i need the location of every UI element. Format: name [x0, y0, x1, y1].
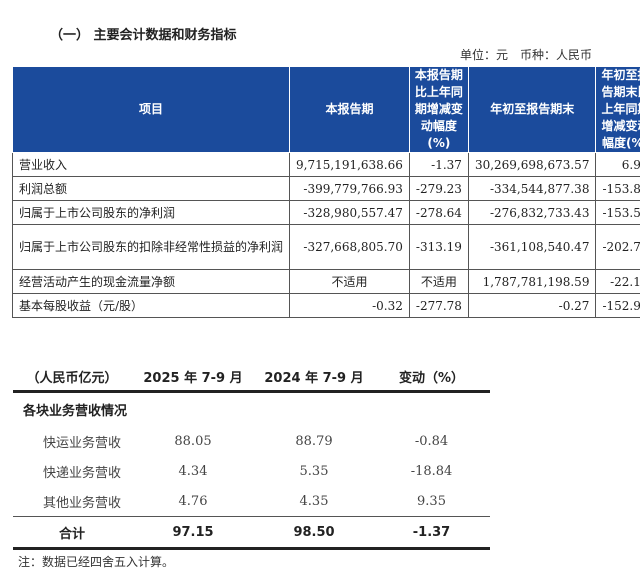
segment-revenue-table: （人民币亿元） 2025 年 7-9 月 2024 年 7-9 月 变动（%） …	[13, 362, 490, 550]
cell-change: -278.64	[408, 200, 469, 225]
cell-label: 快递业务营收	[43, 465, 122, 481]
cell-2024: 88.79	[295, 433, 333, 449]
cell-change: 不适用	[408, 269, 469, 294]
cell-current: 不适用	[289, 269, 410, 294]
cell-ytd: -361,108,540.47	[467, 224, 597, 270]
table-row: 其他业务营收 4.76 4.35 9.35	[13, 486, 490, 516]
cell-ytd: 1,787,781,198.59	[467, 269, 597, 294]
table-row: 快运业务营收 88.05 88.79 -0.84	[13, 426, 490, 456]
cell-ytd-change: -202.79	[595, 224, 640, 270]
header-2025: 2025 年 7-9 月	[143, 370, 243, 386]
table-row: 营业收入 9,715,191,638.66 -1.37 30,269,698,673.…	[11, 152, 640, 177]
unit-note: 单位：元 币种：人民币	[459, 48, 592, 62]
cell-2025: 88.05	[174, 433, 212, 449]
cell-ytd-change: -153.81	[595, 176, 640, 201]
total-change: -1.37	[412, 524, 451, 540]
cell-ytd-change: -153.54	[595, 200, 640, 225]
cell-2024: 4.35	[299, 493, 329, 509]
cell-label: 其他业务营收	[43, 495, 122, 511]
header-change: 变动（%）	[398, 370, 465, 386]
cell-item: 经营活动产生的现金流量净额	[11, 269, 291, 294]
cell-change: -313.19	[408, 224, 469, 270]
cell-ytd-change: -152.94	[595, 293, 640, 318]
total-2024: 98.50	[293, 524, 335, 540]
cell-ytd-change: 6.97	[595, 152, 640, 177]
cell-item: 归属于上市公司股东的净利润	[11, 200, 291, 225]
cell-item: 归属于上市公司股东的扣除非经常性损益的净利润	[11, 224, 291, 270]
table-row: 基本每股收益（元/股）-0.32-277.78-0.27-152.94	[11, 293, 640, 318]
header-unit: （人民币亿元）	[26, 370, 118, 386]
financial-indicators-table: 项目 本报告期 本报告期比上年同期增减变动幅度(%) 年初至报告期末 年初至报告…	[11, 66, 640, 318]
footnote: 注：数据已经四舍五入计算。	[18, 555, 175, 569]
cell-change: -277.78	[408, 293, 469, 318]
cell-ytd-change: -22.15	[595, 269, 640, 294]
total-row: 合计 97.15 98.50 -1.37	[13, 516, 490, 550]
cell-item: 营业收入	[11, 152, 291, 177]
cell-current: -328,980,557.47	[289, 200, 410, 225]
section-title: （一） 主要会计数据和财务指标	[50, 28, 237, 43]
cell-ytd: 30,269,698,673.57	[467, 152, 597, 177]
cell-current: 9,715,191,638.66	[289, 152, 410, 177]
table-header-row: （人民币亿元） 2025 年 7-9 月 2024 年 7-9 月 变动（%）	[13, 362, 490, 393]
header-2024: 2024 年 7-9 月	[264, 370, 364, 386]
cell-label: 快运业务营收	[43, 435, 122, 451]
cell-item: 基本每股收益（元/股）	[11, 293, 291, 318]
cell-current: -399,779,766.93	[289, 176, 410, 201]
cell-change: -18.84	[410, 463, 453, 479]
cell-2025: 4.34	[178, 463, 208, 479]
cell-2024: 5.35	[299, 463, 329, 479]
header-current: 本报告期	[289, 66, 410, 153]
cell-change: -0.84	[414, 433, 449, 449]
cell-ytd: -0.27	[467, 293, 597, 318]
header-change: 本报告期比上年同期增减变动幅度(%)	[408, 66, 469, 153]
cell-ytd: -334,544,877.38	[467, 176, 597, 201]
table-row: 快递业务营收 4.34 5.35 -18.84	[13, 456, 490, 486]
cell-item: 利润总额	[11, 176, 291, 201]
header-item: 项目	[11, 66, 291, 153]
total-label: 合计	[58, 526, 85, 542]
cell-2025: 4.76	[178, 493, 208, 509]
table-row: 利润总额 -399,779,766.93 -279.23 -334,544,877.3…	[11, 176, 640, 201]
cell-current: -0.32	[289, 293, 410, 318]
total-2025: 97.15	[172, 524, 214, 540]
cell-change: -279.23	[408, 176, 469, 201]
cell-ytd: -276,832,733.43	[467, 200, 597, 225]
table-header-row: 项目 本报告期 本报告期比上年同期增减变动幅度(%) 年初至报告期末 年初至报告…	[11, 66, 640, 153]
header-ytd-change: 年初至报告期末比上年同期增减变动幅度(%)	[595, 66, 640, 153]
table-row: 经营活动产生的现金流量净额 不适用 不适用 1,787,781,198.59 -22.1…	[11, 269, 640, 294]
header-ytd: 年初至报告期末	[467, 66, 597, 153]
table-row: 归属于上市公司股东的扣除非经常性损益的净利润 -327,668,805.70 -31…	[11, 224, 640, 270]
cell-current: -327,668,805.70	[289, 224, 410, 270]
cell-change: 9.35	[417, 493, 446, 509]
table-row: 归属于上市公司股东的净利润 -328,980,557.47 -278.64 -276,…	[11, 200, 640, 225]
section-label: 各块业务营收情况	[23, 404, 128, 419]
cell-change: -1.37	[408, 152, 469, 177]
